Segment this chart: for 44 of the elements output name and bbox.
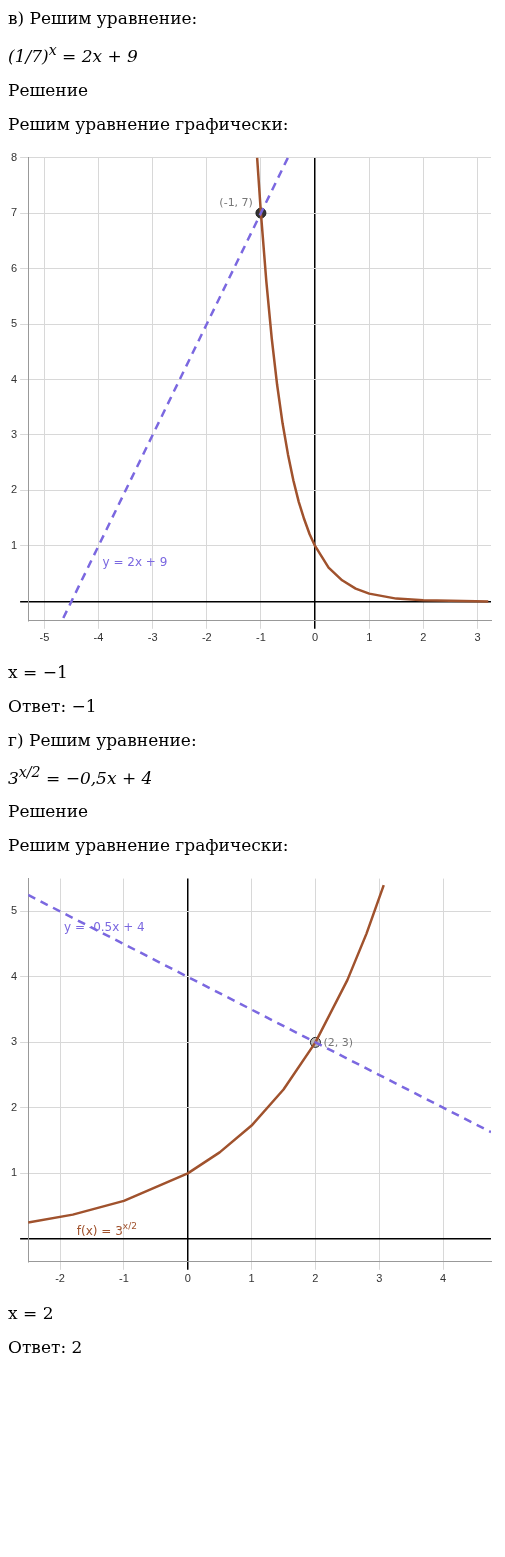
- text: Ответ: −1: [8, 695, 98, 716]
- y-tick-label: 3: [10, 1035, 18, 1048]
- y-tick-label: 2: [10, 483, 18, 496]
- text: x = −1: [8, 661, 69, 682]
- x-tick-label: 0: [311, 631, 319, 644]
- text: x = 2: [8, 1303, 55, 1324]
- text: Решение: [8, 79, 90, 100]
- y-tick-label: 5: [10, 316, 18, 329]
- x-tick-label: 0: [184, 1272, 191, 1285]
- x-tick-label: 3: [376, 1272, 383, 1285]
- x-tick-label: -1: [256, 631, 266, 644]
- annotation: (-1, 7): [219, 196, 253, 210]
- x-tick-label: -2: [55, 1272, 65, 1285]
- y-tick-label: 2: [10, 1101, 18, 1114]
- chart-title: г) Решим уравнение:: [8, 729, 198, 750]
- x-tick-label: -3: [147, 631, 158, 644]
- y-tick-label: 6: [10, 261, 18, 274]
- x-tick-label: -5: [39, 631, 50, 644]
- text: Решим уравнение графически:: [8, 835, 290, 856]
- text: Ответ: 2: [8, 1337, 84, 1358]
- x-tick-label: 1: [248, 1272, 255, 1285]
- y-tick-label: 4: [10, 970, 18, 983]
- x-tick-label: 2: [312, 1272, 319, 1285]
- x-tick-label: 4: [440, 1272, 447, 1285]
- y-tick-label: 4: [10, 372, 18, 385]
- x-tick-label: 3: [474, 631, 481, 644]
- x-tick-label: -2: [201, 631, 212, 644]
- y-tick-label: 3: [10, 427, 18, 440]
- y-tick-label: 1: [10, 538, 18, 551]
- x-tick-label: -1: [119, 1272, 129, 1285]
- x-tick-label: -4: [93, 631, 104, 644]
- x-tick-label: 1: [366, 631, 373, 644]
- y-tick-label: 1: [10, 1166, 18, 1179]
- x-tick-label: 2: [420, 631, 427, 644]
- text: Решение: [8, 801, 90, 822]
- series-label: y = 2x + 9: [102, 554, 168, 569]
- chart-subtitle: 3$^{x/2}$ = −0,5x + 4: [8, 763, 154, 788]
- y-tick-label: 8: [10, 150, 18, 163]
- text: Решим уравнение графически:: [8, 113, 290, 134]
- annotation: (2, 3): [323, 1036, 353, 1050]
- y-tick-label: 7: [10, 205, 18, 218]
- y-tick-label: 5: [10, 904, 18, 917]
- chart-title: в) Решим уравнение:: [8, 8, 199, 28]
- chart-subtitle: (1/7)$^{x}$ = 2x + 9: [8, 42, 139, 66]
